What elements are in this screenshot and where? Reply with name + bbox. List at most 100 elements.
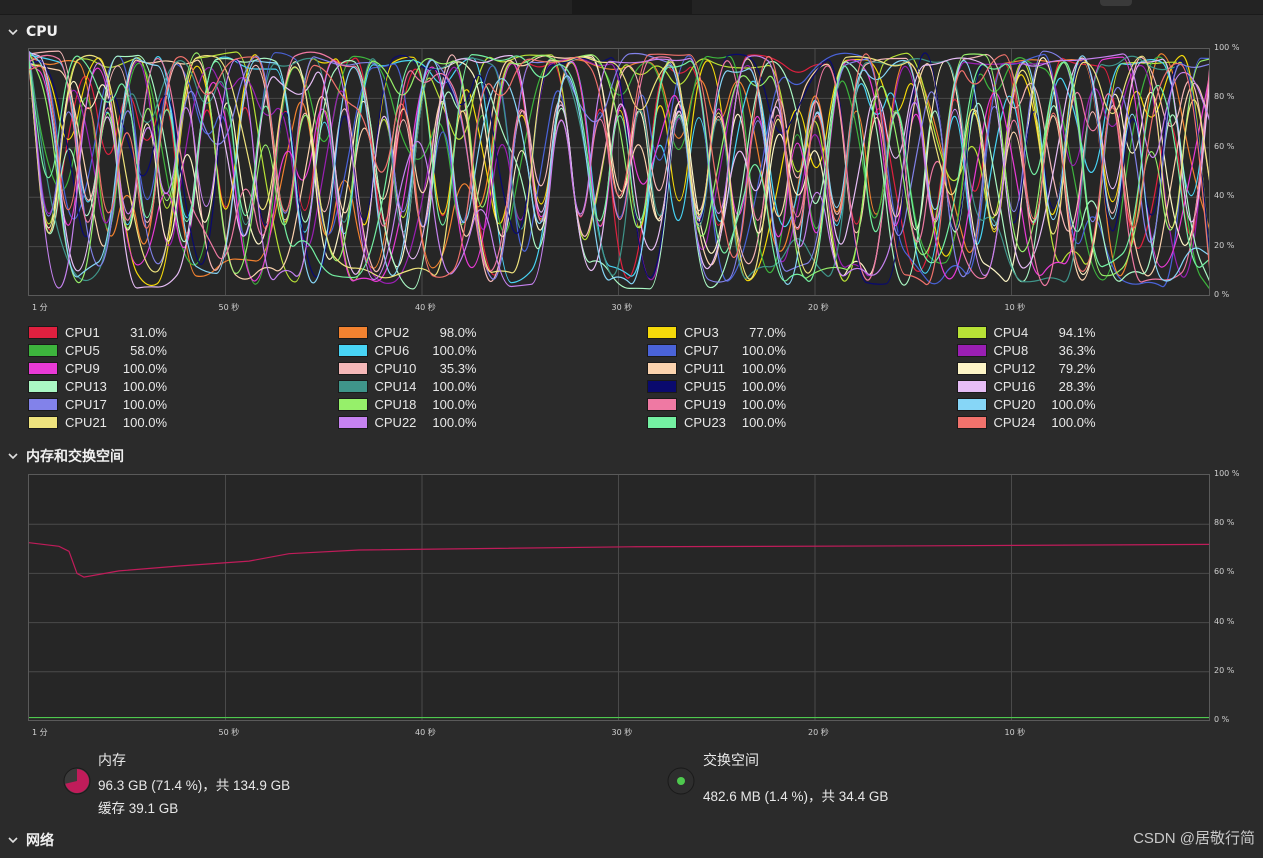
network-section-title: 网络 — [26, 833, 54, 849]
cpu-legend-item: CPU9 100.0% — [28, 360, 167, 376]
swap-label: 交换空间 — [703, 752, 759, 768]
cpu-legend-name: CPU19 — [684, 396, 726, 412]
cpu-x-tick-label: 1 分 — [32, 303, 48, 312]
cpu-legend-value: 100.0% — [741, 360, 786, 376]
cpu-legend-value: 100.0% — [1051, 414, 1096, 430]
color-swatch-button[interactable] — [337, 415, 368, 429]
cpu-legend-item: CPU23 100.0% — [647, 414, 786, 430]
color-swatch-button[interactable] — [28, 361, 58, 375]
color-swatch-button[interactable] — [337, 397, 368, 411]
memory-section-title: 内存和交换空间 — [26, 449, 124, 465]
memory-section-header[interactable]: 内存和交换空间 — [6, 446, 124, 466]
cpu-y-tick-label: 80 % — [1214, 92, 1235, 102]
cpu-series-line-cpu24 — [29, 53, 1209, 286]
cpu-legend-name: CPU12 — [993, 360, 1036, 376]
memory-usage-line — [29, 542, 1209, 578]
cpu-legend-item: CPU3 77.0% — [647, 324, 786, 340]
cpu-legend-value: 100.0% — [432, 378, 477, 394]
cpu-series-line-cpu22 — [29, 51, 1209, 289]
swap-pie-icon — [667, 767, 695, 795]
color-swatch-button[interactable] — [956, 379, 987, 393]
cpu-legend-item: CPU10 35.3% — [337, 360, 477, 376]
cpu-legend-name: CPU6 — [374, 342, 410, 358]
cpu-legend-name: CPU4 — [993, 324, 1029, 340]
swap-summary: 交换空间 482.6 MB (1.4 %)，共 34.4 GB — [666, 750, 986, 810]
color-swatch-button[interactable] — [956, 325, 987, 339]
memory-x-tick-label: 20 秒 — [808, 728, 829, 737]
cpu-legend-item: CPU24 100.0% — [956, 414, 1096, 430]
color-swatch-button[interactable] — [28, 397, 58, 411]
cpu-legend-value: 100.0% — [432, 414, 477, 430]
network-section-header[interactable]: 网络 — [6, 830, 54, 850]
cpu-series-line-cpu10 — [29, 50, 1209, 282]
memory-y-tick-label: 100 % — [1214, 469, 1240, 478]
cpu-legend-name: CPU23 — [684, 414, 726, 430]
color-swatch-button[interactable] — [337, 379, 368, 393]
cpu-legend-name: CPU3 — [684, 324, 719, 340]
cpu-history-plot — [29, 49, 1209, 295]
header-button[interactable] — [1100, 0, 1132, 6]
cpu-x-tick-label: 40 秒 — [415, 303, 436, 312]
cpu-legend-item: CPU13 100.0% — [28, 378, 167, 394]
color-swatch-button[interactable] — [647, 379, 677, 393]
cpu-legend-name: CPU9 — [65, 360, 100, 376]
cpu-legend-name: CPU14 — [374, 378, 417, 394]
cpu-y-tick-label: 40 % — [1214, 191, 1235, 201]
cpu-legend-value: 79.2% — [1058, 360, 1096, 376]
cpu-legend-item: CPU1 31.0% — [28, 324, 167, 340]
cpu-legend-name: CPU5 — [65, 342, 100, 358]
cpu-section-header[interactable]: CPU — [6, 24, 58, 40]
cpu-legend-value: 77.0% — [749, 324, 786, 340]
cpu-legend-value: 100.0% — [432, 396, 477, 412]
memory-x-tick-label: 1 分 — [32, 728, 48, 737]
color-swatch-button[interactable] — [956, 397, 987, 411]
color-swatch-button[interactable] — [647, 415, 677, 429]
cpu-legend-item: CPU8 36.3% — [956, 342, 1096, 358]
cpu-legend-name: CPU8 — [993, 342, 1029, 358]
color-swatch-button[interactable] — [956, 361, 987, 375]
cpu-legend-item: CPU14 100.0% — [337, 378, 477, 394]
color-swatch-button[interactable] — [337, 343, 368, 357]
cpu-legend-name: CPU11 — [684, 360, 725, 376]
cpu-legend-value: 100.0% — [432, 342, 477, 358]
watermark-text: CSDN @居敬行简 — [1133, 830, 1255, 847]
color-swatch-button[interactable] — [28, 379, 58, 393]
cpu-legend-item: CPU16 28.3% — [956, 378, 1096, 394]
cpu-series-line-cpu23 — [29, 53, 1209, 282]
cpu-legend-value: 94.1% — [1058, 324, 1096, 340]
cpu-legend-value: 100.0% — [122, 360, 167, 376]
color-swatch-button[interactable] — [28, 415, 58, 429]
cpu-series-line-cpu17 — [29, 50, 1209, 283]
color-swatch-button[interactable] — [337, 361, 368, 375]
window-top-bar — [0, 0, 1263, 15]
cpu-legend-value: 100.0% — [122, 396, 167, 412]
color-swatch-button[interactable] — [647, 397, 677, 411]
memory-history-plot — [29, 475, 1209, 720]
chevron-down-icon — [8, 29, 18, 36]
cpu-y-tick-label: 0 % — [1214, 290, 1230, 299]
color-swatch-button[interactable] — [647, 343, 677, 357]
memory-y-tick-label: 40 % — [1214, 616, 1235, 626]
cpu-legend-item: CPU20 100.0% — [956, 396, 1096, 412]
cpu-legend-value: 36.3% — [1058, 342, 1096, 358]
view-switcher-tab[interactable] — [572, 0, 692, 14]
cpu-y-tick-label: 60 % — [1214, 141, 1235, 151]
memory-summary: 内存 96.3 GB (71.4 %)，共 134.9 GB 缓存 39.1 G… — [62, 750, 382, 820]
cpu-legend-value: 35.3% — [439, 360, 477, 376]
color-swatch-button[interactable] — [28, 325, 58, 339]
cpu-legend-value: 100.0% — [122, 378, 167, 394]
color-swatch-button[interactable] — [647, 361, 677, 375]
color-swatch-button[interactable] — [956, 415, 987, 429]
cpu-legend-item: CPU15 100.0% — [647, 378, 786, 394]
cpu-legend-item: CPU17 100.0% — [28, 396, 167, 412]
color-swatch-button[interactable] — [647, 325, 677, 339]
color-swatch-button[interactable] — [337, 325, 368, 339]
cpu-legend-item: CPU4 94.1% — [956, 324, 1096, 340]
cpu-legend-name: CPU15 — [684, 378, 726, 394]
cpu-legend-item: CPU6 100.0% — [337, 342, 477, 358]
cpu-legend-name: CPU1 — [65, 324, 100, 340]
memory-cache-text: 缓存 39.1 GB — [98, 801, 179, 816]
color-swatch-button[interactable] — [956, 343, 987, 357]
color-swatch-button[interactable] — [28, 343, 58, 357]
cpu-legend-value: 58.0% — [130, 342, 167, 358]
